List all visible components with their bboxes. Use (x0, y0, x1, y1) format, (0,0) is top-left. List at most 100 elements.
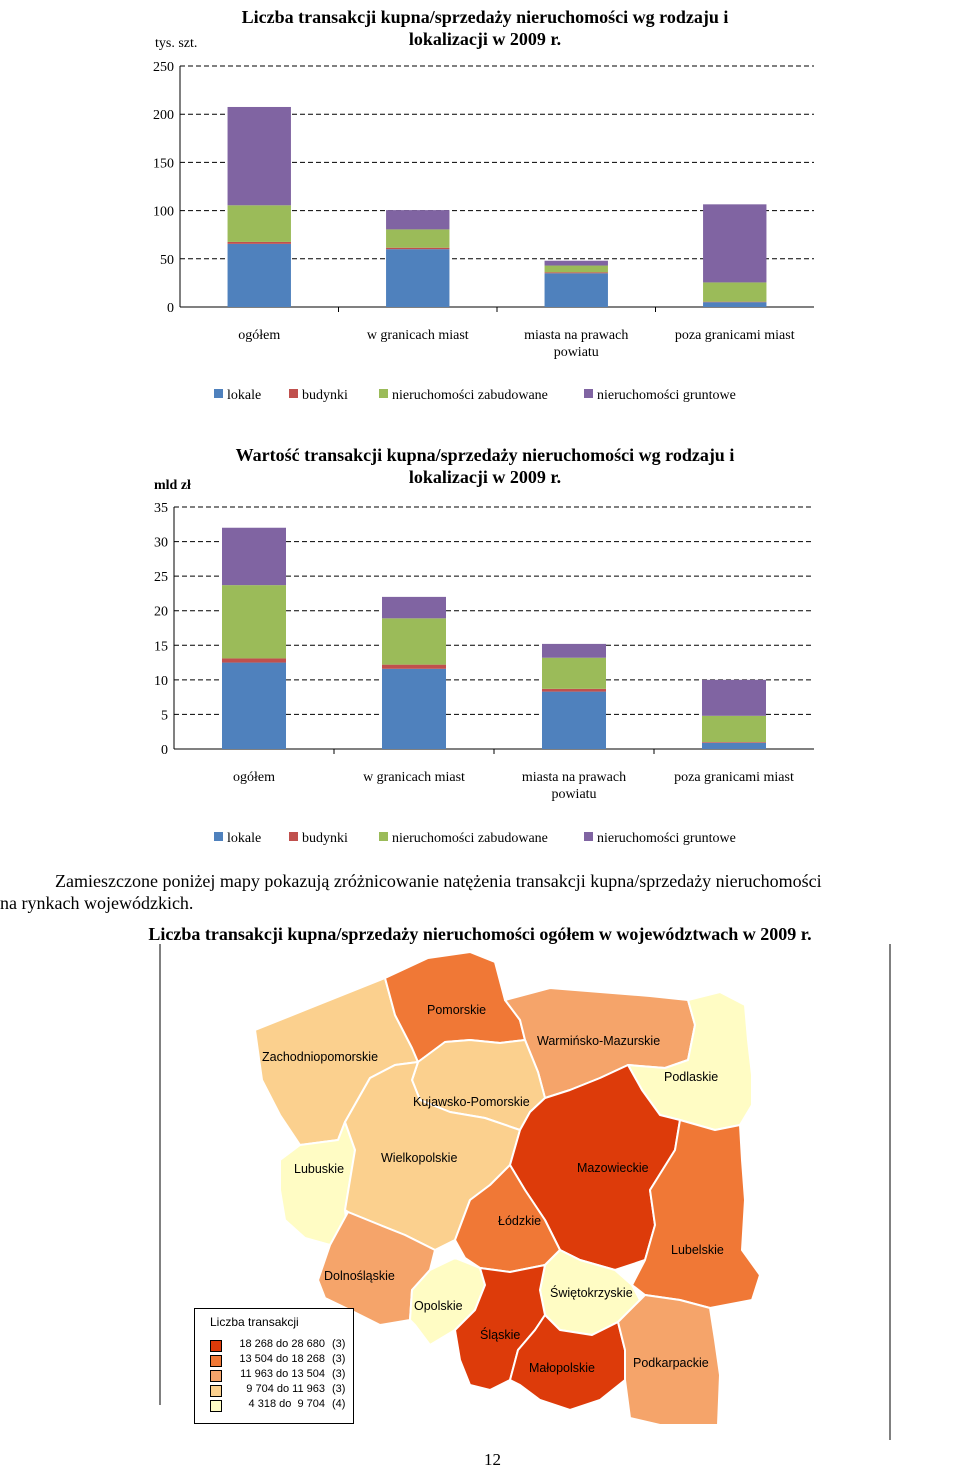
region-label-3: Podlaskie (664, 1070, 718, 1084)
chart1-legend-label-2: nieruchomości zabudowane (392, 388, 548, 403)
chart2-ytick-label-1: 5 (161, 708, 168, 723)
region-label-4: Kujawsko-Pomorskie (413, 1095, 530, 1109)
chart1-bar-2-0 (545, 273, 608, 307)
legend-swatch-2 (210, 1370, 222, 1382)
region-label-12: Świętokrzyskie (550, 1286, 633, 1300)
legend-title: Liczba transakcji (210, 1315, 299, 1329)
region-label-15: Podkarpackie (633, 1356, 709, 1370)
chart2-category-label-2-line1: powiatu (551, 787, 596, 802)
chart1-bar-1-2 (386, 229, 449, 247)
chart1-bar-1-0 (386, 249, 449, 307)
region-label-2: Warmińsko-Mazurskie (537, 1034, 660, 1048)
chart2-bar-0-2 (222, 585, 286, 658)
chart2-legend-label-1: budynki (302, 831, 348, 846)
chart2-bar-0-3 (222, 528, 286, 585)
chart2-legend-swatch-0 (214, 832, 223, 841)
chart2-ytick-label-3: 15 (154, 639, 168, 654)
chart1-bar-3-2 (703, 282, 766, 301)
chart2-bar-3-3 (702, 680, 766, 716)
chart1-category-label-3: poza granicami miast (675, 328, 795, 343)
legend-range-2: 11 963 do 13 504 (225, 1368, 325, 1380)
chart1-ytick-label-5: 250 (153, 60, 174, 75)
chart2-ytick-label-2: 10 (154, 674, 168, 689)
chart1-legend-swatch-3 (584, 389, 593, 398)
chart2-bar-2-3 (542, 644, 606, 658)
region-label-11: Opolskie (414, 1299, 463, 1313)
chart1-bar-0-1 (228, 242, 291, 244)
chart2-legend-label-0: lokale (227, 831, 261, 846)
legend-range-4: 4 318 do 9 704 (225, 1398, 325, 1410)
legend-range-1: 13 504 do 18 268 (225, 1353, 325, 1365)
chart1-legend-swatch-2 (379, 389, 388, 398)
chart1-bar-3-0 (703, 302, 766, 307)
chart1-bar-2-1 (545, 272, 608, 273)
chart2-category-label-3: poza granicami miast (674, 770, 794, 785)
chart2-bar-3-1 (702, 742, 766, 743)
chart1-bar-0-2 (228, 205, 291, 242)
legend-count-4: (4) (332, 1398, 345, 1410)
chart2-bar-1-2 (382, 618, 446, 664)
map-legend: Liczba transakcji 18 268 do 28 680 (3) 13 … (194, 1308, 354, 1424)
chart2-ytick-label-6: 30 (154, 536, 168, 551)
chart1-category-label-1: w granicach miast (367, 328, 469, 343)
legend-count-3: (3) (332, 1383, 345, 1395)
chart2-bar-1-3 (382, 597, 446, 618)
region-label-5: Lubuskie (294, 1162, 344, 1176)
chart2-category-label-1: w granicach miast (363, 770, 465, 785)
region-label-9: Lubelskie (671, 1243, 724, 1257)
chart2-ytick-label-7: 35 (154, 501, 168, 516)
legend-range-3: 9 704 do 11 963 (225, 1383, 325, 1395)
chart1-legend-swatch-0 (214, 389, 223, 398)
legend-swatch-1 (210, 1355, 222, 1367)
legend-range-0: 18 268 do 28 680 (225, 1338, 325, 1350)
chart2-category-label-0: ogółem (233, 770, 275, 785)
intro-line-2: na rynkach wojewódzkich. (0, 892, 960, 914)
chart1-legend-label-1: budynki (302, 388, 348, 403)
legend-swatch-0 (210, 1340, 222, 1352)
chart1-bar-1-1 (386, 248, 449, 249)
chart2-bar-0-0 (222, 663, 286, 749)
legend-count-1: (3) (332, 1353, 345, 1365)
legend-swatch-3 (210, 1385, 222, 1397)
region-label-6: Wielkopolskie (381, 1151, 457, 1165)
chart1-bar-0-3 (228, 107, 291, 205)
region-label-7: Mazowieckie (577, 1161, 649, 1175)
region-label-10: Dolnośląskie (324, 1269, 395, 1283)
region-label-1: Zachodniopomorskie (262, 1050, 378, 1064)
chart2-bar-2-0 (542, 692, 606, 749)
chart2-bar-2-1 (542, 689, 606, 692)
chart1-bar-0-0 (228, 244, 291, 307)
chart1-legend-swatch-1 (289, 389, 298, 398)
chart1-ytick-label-3: 150 (153, 156, 174, 171)
chart1-category-label-0: ogółem (238, 328, 280, 343)
region-label-13: Śląskie (480, 1328, 520, 1342)
chart1-bar-3-3 (703, 204, 766, 282)
chart2-bar-2-2 (542, 658, 606, 689)
chart2-bar-0-1 (222, 658, 286, 662)
chart2-bar-3-0 (702, 743, 766, 749)
chart2-legend-swatch-3 (584, 832, 593, 841)
chart2-legend-swatch-1 (289, 832, 298, 841)
chart2-legend-label-3: nieruchomości gruntowe (597, 831, 736, 846)
legend-swatch-4 (210, 1400, 222, 1412)
region-label-14: Małopolskie (529, 1361, 595, 1375)
chart2-legend-label-2: nieruchomości zabudowane (392, 831, 548, 846)
chart1-legend-label-0: lokale (227, 388, 261, 403)
chart2-ytick-label-5: 25 (154, 570, 168, 585)
chart1-bar-2-3 (545, 261, 608, 266)
chart2-ytick-label-0: 0 (161, 743, 168, 758)
chart1-category-label-2-line1: powiatu (554, 345, 599, 360)
intro-paragraph: Zamieszczone poniżej mapy pokazują zróżn… (0, 870, 960, 914)
region-label-0: Pomorskie (427, 1003, 486, 1017)
chart1-bar-1-3 (386, 210, 449, 229)
chart1-category-label-2: miasta na prawach (524, 328, 628, 343)
page-number: 12 (484, 1450, 501, 1470)
chart1-ytick-label-4: 200 (153, 108, 174, 123)
chart2-bar-1-1 (382, 665, 446, 669)
legend-count-0: (3) (332, 1338, 345, 1350)
chart2-bar-1-0 (382, 669, 446, 749)
chart1-ytick-label-2: 100 (153, 205, 174, 220)
chart1-ytick-label-1: 50 (160, 253, 174, 268)
